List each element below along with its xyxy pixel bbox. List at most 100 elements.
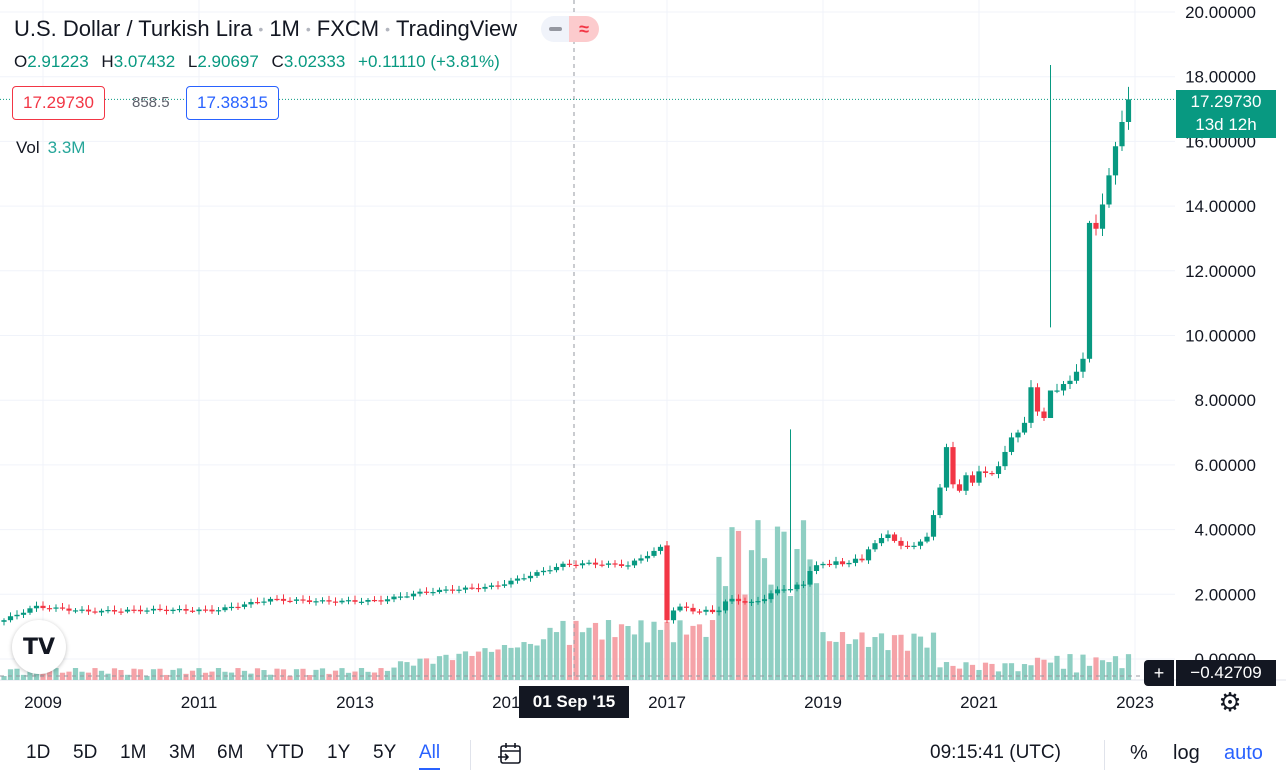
candle-body — [462, 587, 469, 590]
volume-bar — [46, 670, 53, 680]
buy-button[interactable]: 17.38315 — [186, 86, 279, 120]
last-price-label: 17.29730 13d 12h — [1176, 90, 1276, 138]
gear-icon[interactable]: ⚙ — [1218, 687, 1242, 717]
approx-icon[interactable]: ≈ — [569, 16, 600, 42]
volume-legend: Vol 3.3M — [16, 138, 85, 158]
sell-button[interactable]: 17.29730 — [12, 86, 105, 120]
candle-body — [163, 609, 170, 612]
volume-bar — [839, 632, 846, 680]
candle-body — [482, 586, 488, 589]
plus-icon[interactable]: + — [1144, 660, 1174, 686]
volume-bar — [963, 662, 969, 680]
candle-body — [963, 475, 969, 491]
volume-bar — [170, 669, 176, 680]
candle-body — [566, 563, 573, 565]
candle-body — [761, 599, 768, 602]
volume-bar — [1060, 668, 1067, 680]
candle-body — [709, 609, 716, 613]
timeframe-5y[interactable]: 5Y — [373, 742, 397, 763]
candle-body — [449, 589, 456, 591]
volume-bar — [1086, 665, 1093, 680]
candle-body — [937, 487, 943, 516]
candle-body — [1060, 384, 1067, 391]
calendar-goto-icon[interactable] — [496, 740, 524, 768]
price-candles — [1, 65, 1132, 626]
candle-body — [235, 606, 241, 609]
volume-bar — [430, 663, 436, 680]
timeframe-1d[interactable]: 1D — [26, 742, 51, 763]
candle-body — [943, 447, 950, 488]
volume-bar — [943, 662, 950, 680]
timeframe-3m[interactable]: 3M — [169, 742, 196, 763]
candle-body — [508, 580, 514, 585]
candle-body — [33, 605, 40, 609]
candle-body — [280, 598, 287, 601]
x-tick-label: 2013 — [336, 693, 374, 712]
candle-body — [1073, 371, 1080, 381]
volume-bar — [137, 669, 144, 680]
candle-body — [521, 578, 527, 580]
candle-body — [1047, 390, 1054, 418]
candle-body — [144, 610, 150, 612]
candle-body — [261, 601, 267, 603]
candle-body — [196, 609, 202, 612]
candle-body — [248, 602, 254, 605]
volume-bar — [475, 651, 482, 680]
timeframe-5d[interactable]: 5D — [73, 742, 98, 763]
volume-bar — [300, 668, 306, 680]
volume-bar — [820, 632, 826, 680]
volume-bar — [423, 658, 430, 680]
timeframe-all[interactable]: All — [419, 742, 441, 770]
percent-toggle[interactable]: % — [1130, 742, 1148, 764]
candle-body — [352, 600, 358, 602]
timeframe-1y[interactable]: 1Y — [327, 742, 351, 763]
volume-value: 3.3M — [47, 138, 86, 157]
volume-bar — [40, 673, 46, 680]
symbol-title[interactable]: U.S. Dollar / Turkish Lira • 1M • FXCM •… — [14, 16, 600, 42]
volume-bar — [163, 674, 170, 680]
timeframe-ytd[interactable]: YTD — [266, 742, 304, 763]
tradingview-logo-icon[interactable]: TV — [12, 620, 66, 674]
x-tick-label: 2009 — [24, 693, 62, 712]
candle-body — [209, 609, 215, 612]
x-tick-label: 2019 — [804, 693, 842, 712]
candle-body — [833, 561, 839, 565]
candle-body — [46, 608, 53, 610]
candle-body — [40, 605, 46, 609]
volume-bar — [748, 550, 755, 680]
log-toggle[interactable]: log — [1173, 742, 1200, 764]
auto-toggle[interactable]: auto — [1224, 742, 1263, 764]
chart-overlays — [0, 0, 1175, 680]
volume-bar — [1112, 656, 1119, 680]
timeframe-6m[interactable]: 6M — [217, 742, 244, 763]
candle-body — [319, 600, 326, 602]
volume-bar — [183, 673, 189, 680]
timeframe-1m[interactable]: 1M — [120, 742, 147, 763]
candle-body — [1008, 437, 1015, 452]
candle-body — [111, 610, 118, 612]
volume-bar — [436, 656, 443, 680]
volume-bar — [196, 668, 202, 680]
candle-body — [1067, 380, 1073, 385]
candle-body — [1086, 222, 1093, 359]
candle-body — [1093, 222, 1099, 229]
candle-body — [677, 606, 683, 611]
volume-bar — [495, 649, 501, 680]
spread-value: 858.5 — [132, 94, 170, 111]
volume-bar — [1028, 665, 1034, 680]
volume-bar — [66, 671, 72, 680]
volume-bar — [1093, 657, 1099, 680]
candle-body — [189, 610, 196, 612]
candle-body — [384, 599, 391, 602]
candle-body — [150, 608, 157, 611]
y-tick-label: 18.00000 — [1185, 68, 1256, 87]
volume-bar — [1041, 659, 1047, 680]
candle-body — [1002, 451, 1008, 467]
candle-body — [92, 611, 98, 613]
volume-bar — [722, 586, 729, 680]
utc-clock[interactable]: 09:15:41 (UTC) — [930, 742, 1061, 763]
hide-icon[interactable] — [541, 16, 570, 42]
candle-body — [475, 588, 482, 590]
y-tick-label: 12.00000 — [1185, 262, 1256, 281]
candle-body — [1041, 411, 1047, 418]
